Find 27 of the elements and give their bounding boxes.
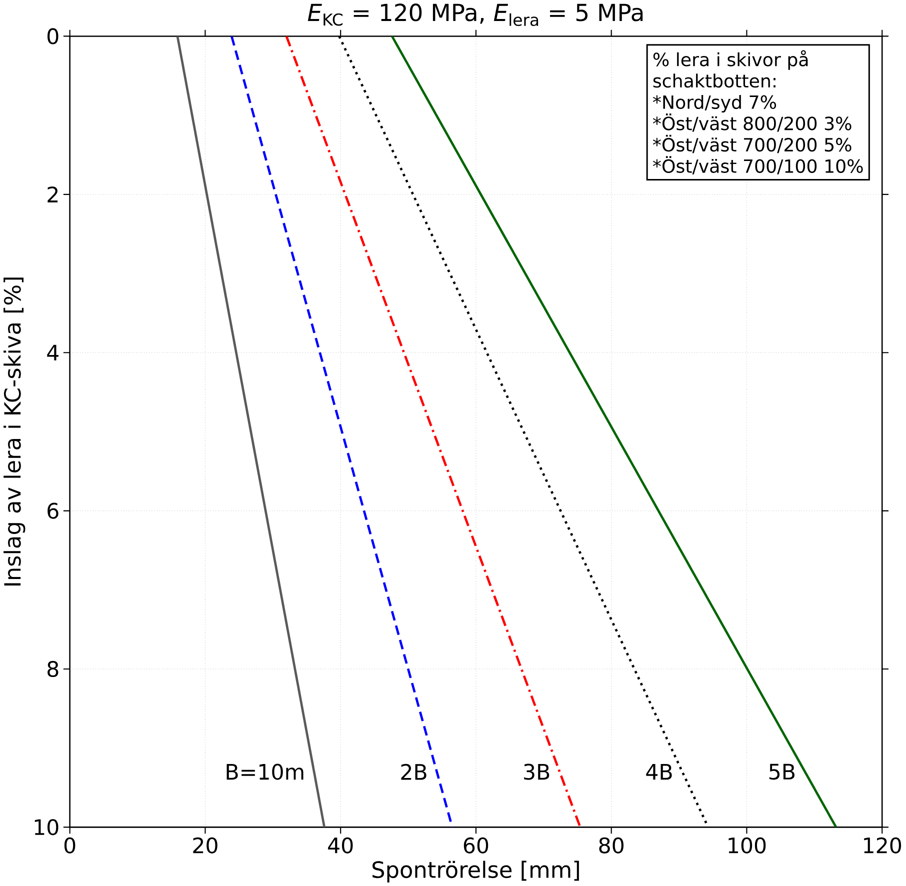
series-label: 5B [769, 764, 794, 780]
y-tick-label: 10 [34, 819, 58, 836]
y-tick-label: 4 [47, 344, 58, 360]
annotation: *Nord/syd 7% [652, 94, 776, 113]
annotation: % lera i skivor på [653, 50, 808, 70]
annotation: *Öst/väst 700/200 5% [652, 134, 852, 154]
x-tick-label: 20 [193, 837, 218, 854]
series-label: 4B [646, 764, 672, 780]
x-tick-label: 100 [728, 837, 766, 854]
y-tick-label: 0 [48, 28, 58, 44]
annotation: schaktbotten: [653, 74, 776, 88]
x-tick-label: 0 [64, 837, 76, 854]
x-tick-label: 60 [464, 837, 488, 854]
chart-title: E$_{KC}$ = 120 MPa, E$_{lera}$ = 5 MPa [308, 4, 643, 26]
annotation: *Öst/väst 800/200 3% [652, 114, 852, 132]
y-tick-label: 2 [48, 186, 58, 202]
y-tick-label: 6 [48, 502, 58, 519]
x-axis-title: Spontrörelse [mm] [372, 860, 579, 882]
series-label: 3B [524, 764, 550, 780]
series-label: 2B [401, 764, 426, 780]
series-label: B=10m [226, 764, 304, 780]
x-tick-label: 80 [599, 837, 624, 854]
y-axis-title: Inslag av lera i KC-skiva [%] [4, 278, 26, 586]
x-tick-label: 40 [328, 837, 353, 854]
annotation: *Öst/väst 700/100 10% [652, 156, 863, 174]
x-tick-label: 120 [864, 837, 902, 854]
y-tick-label: 8 [48, 660, 58, 678]
